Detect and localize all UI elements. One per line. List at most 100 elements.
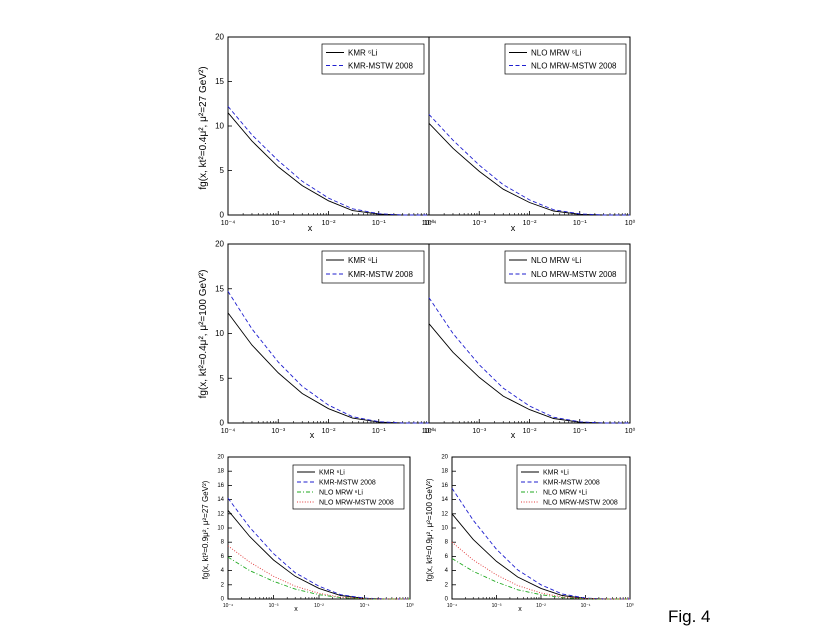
- x-axis-label: x: [310, 430, 315, 440]
- chart-panel-row2-left: 10⁻⁴ 10⁻³ 10⁻² 10⁻¹ 10⁰ 0 5 10 15 20 x KMR ⁶Li KMR-M…: [215, 240, 434, 441]
- y-tick-label: 20: [215, 240, 224, 249]
- x-tick-label: 10⁻³: [472, 220, 486, 227]
- x-tick-label: 10⁻⁴: [422, 428, 437, 435]
- x-axis-label: x: [294, 606, 298, 613]
- x-axis-label: x: [511, 430, 516, 440]
- y-tick-label: 10: [215, 122, 224, 131]
- legend-box: [504, 250, 627, 284]
- y-tick-label: 4: [445, 568, 449, 574]
- x-tick-label: 10⁻¹: [360, 603, 370, 609]
- legend-label: KMR-MSTW 2008: [543, 480, 600, 487]
- legend: NLO MRW ⁶Li NLO MRW-MSTW 2008: [504, 250, 627, 284]
- x-axis-label: x: [511, 223, 516, 233]
- x-tick-label: 10⁻²: [536, 603, 546, 609]
- x-axis-label: x: [518, 606, 522, 613]
- y-tick-label: 20: [215, 33, 224, 42]
- series-line: [428, 122, 630, 216]
- y-tick-label: 8: [445, 540, 449, 546]
- y-tick-label: 18: [217, 469, 224, 475]
- series-line: [227, 312, 429, 424]
- legend-label: KMR-MSTW 2008: [319, 480, 376, 487]
- y-tick-label: 20: [441, 455, 448, 461]
- legend-label: KMR ⁶Li: [543, 470, 569, 477]
- y-tick-label: 14: [217, 497, 224, 503]
- chart-panel-row2-right: 10⁻⁴ 10⁻³ 10⁻² 10⁻¹ 10⁰ x NLO MRW ⁶Li NLO MRW-M…: [422, 243, 636, 440]
- y-axis-label-row1: fg(x, kt²=0.4μ², μ²=27 GeV²): [198, 66, 209, 189]
- figure-caption: Fig. 4: [668, 607, 711, 626]
- legend-label: NLO MRW-MSTW 2008: [319, 500, 394, 507]
- series-line: [428, 323, 630, 424]
- series-line: [227, 545, 410, 600]
- legend-label: NLO MRW-MSTW 2008: [531, 270, 617, 279]
- series-line: [227, 556, 410, 600]
- x-tick-label: 10⁻²: [523, 220, 537, 227]
- y-tick-label: 0: [220, 419, 225, 428]
- x-tick-label: 10⁻³: [269, 603, 279, 609]
- y-tick-label: 20: [217, 455, 224, 461]
- series-line: [227, 497, 410, 600]
- legend-label: KMR ⁶Li: [319, 470, 345, 477]
- y-tick-label: 12: [217, 511, 224, 517]
- x-tick-label: 10⁻³: [492, 603, 502, 609]
- legend-label: NLO MRW ⁶Li: [319, 490, 363, 497]
- chart-panel-row1-left: 10⁻⁴ 10⁻³ 10⁻² 10⁻¹ 10⁰ 0 5 10 15 20 x KMR ⁶Li KMR-M…: [215, 33, 434, 234]
- x-tick-label: 10⁻¹: [573, 428, 587, 435]
- legend-label: KMR ⁶Li: [348, 256, 378, 265]
- y-tick-label: 16: [441, 483, 448, 489]
- y-tick-label: 0: [445, 597, 449, 603]
- legend-label: KMR ⁶Li: [348, 49, 378, 58]
- y-tick-label: 6: [221, 554, 225, 560]
- x-tick-label: 10⁻⁴: [221, 428, 236, 435]
- legend: KMR ⁶Li KMR-MSTW 2008: [321, 43, 425, 75]
- x-tick-label: 10⁰: [424, 219, 435, 227]
- y-tick-label: 5: [220, 166, 225, 175]
- y-tick-label: 2: [221, 582, 225, 588]
- y-tick-label: 5: [220, 374, 225, 383]
- legend: KMR ⁶Li KMR-MSTW 2008 NLO MRW ⁶Li NLO MRW-M…: [292, 464, 405, 510]
- x-tick-label: 10⁻⁴: [447, 603, 457, 609]
- y-axis-label-row3-right: fg(x, kt²=0.9μ², μ²=100 GeV²): [425, 478, 434, 581]
- y-tick-label: 2: [445, 582, 449, 588]
- x-axis-label: x: [308, 223, 313, 233]
- x-tick-label: 10⁻⁴: [422, 220, 437, 227]
- x-tick-label: 10⁰: [626, 603, 634, 609]
- x-tick-label: 10⁻²: [322, 428, 336, 435]
- series-line: [428, 114, 630, 216]
- x-tick-label: 10⁻³: [271, 220, 285, 227]
- series-line: [451, 541, 630, 600]
- legend-label: NLO MRW-MSTW 2008: [531, 62, 617, 71]
- y-axis-label-row2: fg(x, kt²=0.4μ², μ²=100 GeV²): [198, 270, 209, 399]
- series-line: [227, 112, 429, 216]
- x-tick-label: 10⁻³: [472, 428, 486, 435]
- series-line: [227, 106, 429, 216]
- y-tick-label: 8: [221, 540, 225, 546]
- series-line: [227, 510, 410, 600]
- y-tick-label: 10: [215, 329, 224, 338]
- series-line: [451, 487, 630, 600]
- x-tick-label: 10⁻⁴: [221, 220, 236, 227]
- legend-label: KMR-MSTW 2008: [348, 62, 413, 71]
- y-tick-label: 6: [445, 554, 449, 560]
- legend-label: NLO MRW ⁶Li: [543, 490, 587, 497]
- x-tick-label: 10⁻⁴: [223, 603, 233, 609]
- chart-panel-row1-right: 10⁻⁴ 10⁻³ 10⁻² 10⁻¹ 10⁰ x NLO MRW ⁶Li NLO MRW-M…: [422, 36, 636, 233]
- chart-panel-row3-right: 10⁻⁴ 10⁻³ 10⁻² 10⁻¹ 10⁰ 0 2 4 6 8 10 12 14 16 18 20 x KMR…: [441, 455, 633, 614]
- x-tick-label: 10⁻²: [322, 220, 336, 227]
- x-tick-label: 10⁻¹: [573, 220, 587, 227]
- y-tick-label: 4: [221, 568, 225, 574]
- legend-label: NLO MRW-MSTW 2008: [543, 500, 618, 507]
- x-tick-label: 10⁰: [625, 427, 636, 435]
- chart-panel-row3-left: 10⁻⁴ 10⁻³ 10⁻² 10⁻¹ 10⁰ 0 2 4 6 8 10 12 14 16 18 20 x KMR…: [217, 455, 413, 614]
- y-tick-label: 15: [215, 284, 224, 293]
- y-tick-label: 12: [441, 511, 448, 517]
- x-tick-label: 10⁰: [625, 219, 636, 227]
- legend-box: [321, 250, 425, 284]
- x-tick-label: 10⁻³: [271, 428, 285, 435]
- x-tick-label: 10⁻¹: [372, 428, 386, 435]
- legend-label: KMR-MSTW 2008: [348, 270, 413, 279]
- series-line: [451, 558, 630, 600]
- legend-label: NLO MRW ⁶Li: [531, 256, 581, 265]
- y-tick-label: 18: [441, 469, 448, 475]
